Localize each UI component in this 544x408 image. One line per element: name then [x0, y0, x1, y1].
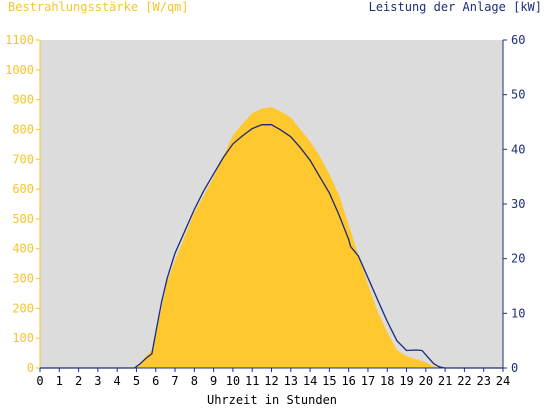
x-tick-label: 20: [419, 374, 433, 388]
x-axis-label: Uhrzeit in Stunden: [206, 393, 338, 407]
x-tick-label: 0: [36, 374, 43, 388]
x-tick-label: 1: [56, 374, 63, 388]
x-tick-label: 22: [457, 374, 471, 388]
x-tick-label: 9: [210, 374, 217, 388]
x-tick-label: 19: [399, 374, 413, 388]
x-tick-label: 24: [496, 374, 510, 388]
right-tick-label: 50: [511, 88, 525, 102]
left-tick-label: 200: [12, 301, 34, 315]
x-tick-label: 13: [284, 374, 298, 388]
right-tick-label: 40: [511, 142, 525, 156]
left-tick-label: 900: [12, 93, 34, 107]
x-tick-label: 21: [438, 374, 452, 388]
x-tick-label: 23: [476, 374, 490, 388]
x-tick-label: 3: [94, 374, 101, 388]
x-tick-label: 6: [152, 374, 159, 388]
right-tick-label: 10: [511, 306, 525, 320]
left-tick-label: 300: [12, 272, 34, 286]
x-tick-label: 11: [245, 374, 259, 388]
x-tick-label: 2: [75, 374, 82, 388]
left-tick-label: 0: [27, 361, 34, 375]
left-tick-label: 600: [12, 182, 34, 196]
x-tick-label: 18: [380, 374, 394, 388]
x-tick-label: 4: [114, 374, 121, 388]
x-tick-label: 15: [322, 374, 336, 388]
x-tick-label: 5: [133, 374, 140, 388]
series-irradiance-area: [40, 107, 503, 368]
x-tick-label: 10: [226, 374, 240, 388]
series-power-line: [40, 124, 503, 369]
left-tick-label: 700: [12, 152, 34, 166]
left-tick-label: 1100: [5, 33, 34, 47]
left-tick-label: 800: [12, 122, 34, 136]
right-tick-label: 20: [511, 252, 525, 266]
right-tick-label: 30: [511, 197, 525, 211]
x-tick-label: 14: [303, 374, 317, 388]
left-tick-label: 100: [12, 331, 34, 345]
left-tick-label: 1000: [5, 63, 34, 77]
x-tick-label: 17: [361, 374, 375, 388]
x-tick-label: 12: [264, 374, 278, 388]
left-tick-label: 500: [12, 212, 34, 226]
right-axis-title: Leistung der Anlage [kW]: [368, 0, 542, 14]
left-axis-title: Bestrahlungsstärke [W/qm]: [8, 0, 189, 14]
x-tick-label: 8: [191, 374, 198, 388]
x-tick-label: 16: [341, 374, 355, 388]
x-tick-label: 7: [171, 374, 178, 388]
left-tick-label: 400: [12, 242, 34, 256]
right-tick-label: 60: [511, 33, 525, 47]
right-tick-label: 0: [511, 361, 518, 375]
